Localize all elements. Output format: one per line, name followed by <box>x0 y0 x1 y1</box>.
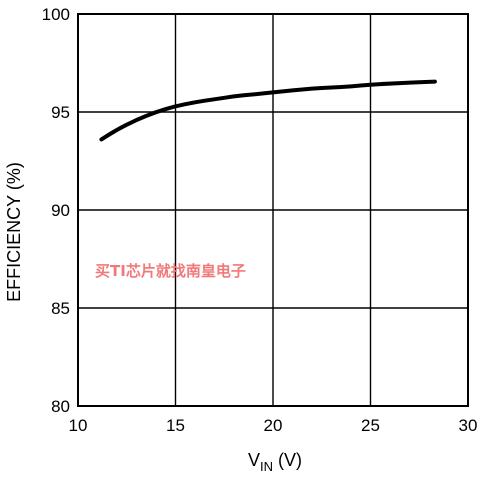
x-axis-title-subscript: IN <box>260 459 273 474</box>
y-tick-label: 80 <box>51 397 70 416</box>
x-tick-label: 30 <box>459 416 478 435</box>
y-tick-label: 95 <box>51 103 70 122</box>
x-axis-title-unit: (V) <box>273 450 302 470</box>
x-axis-title: VIN (V) <box>248 450 302 474</box>
x-axis-title-main: V <box>248 450 260 470</box>
efficiency-curve <box>99 79 437 142</box>
watermark-text: 买TI芯片就找南皇电子 <box>95 262 246 280</box>
plot-frame <box>77 13 469 407</box>
y-axis-title: EFFICIENCY (%) <box>4 162 24 302</box>
x-tick-label: 10 <box>69 416 88 435</box>
x-tick-labels: 10 15 20 25 30 <box>69 416 478 435</box>
x-tick-label: 15 <box>166 416 185 435</box>
y-tick-label: 100 <box>42 5 70 24</box>
x-tick-label: 20 <box>264 416 283 435</box>
grid-lines <box>77 13 469 407</box>
y-tick-label: 90 <box>51 201 70 220</box>
y-tick-labels: 80 85 90 95 100 <box>42 5 70 416</box>
x-tick-label: 25 <box>361 416 380 435</box>
y-tick-label: 85 <box>51 299 70 318</box>
